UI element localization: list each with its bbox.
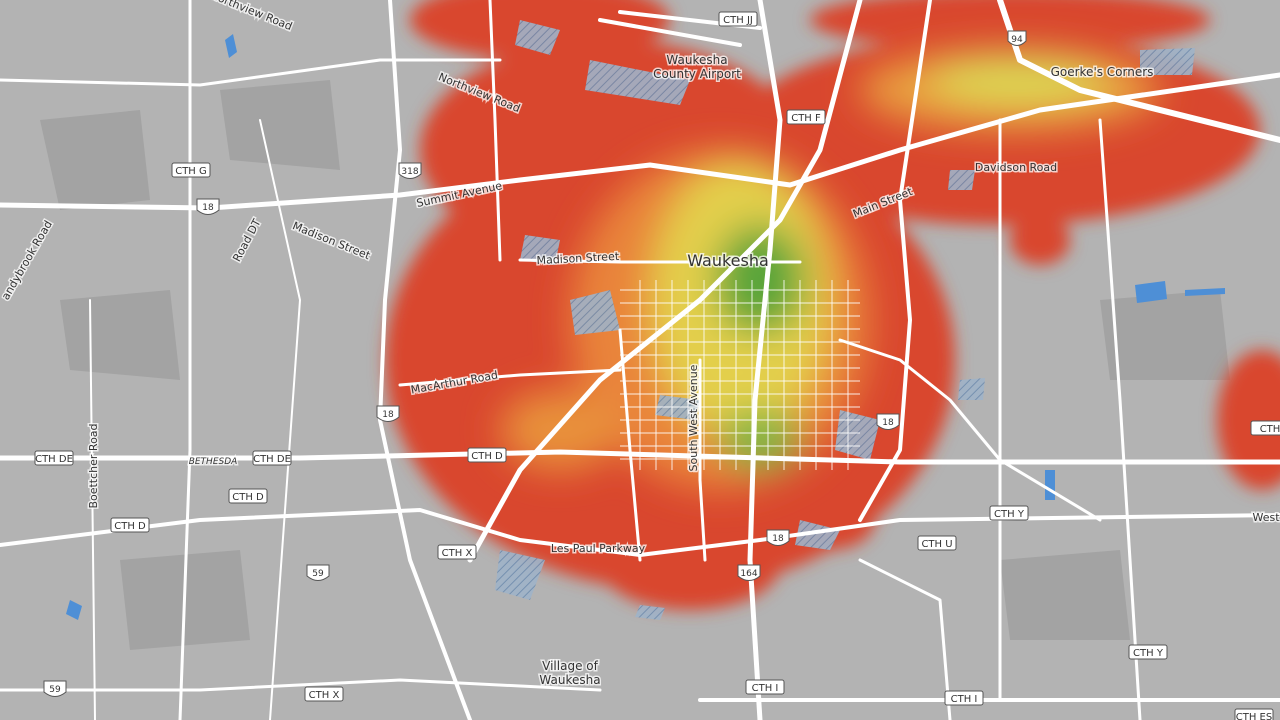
county-shield-label: CTH — [1260, 424, 1280, 435]
road — [618, 328, 642, 562]
route-shield — [196, 198, 220, 215]
county-shield-label: CTH ES — [1236, 712, 1272, 720]
route-shield-label: 59 — [312, 569, 324, 579]
road — [0, 508, 1280, 557]
county-shield — [1234, 708, 1274, 720]
route-shield-label: 18 — [772, 534, 784, 544]
route-shield-label: 164 — [740, 569, 757, 579]
county-shield-label: CTH D — [471, 451, 503, 462]
road-name: Davidson Road — [975, 161, 1057, 174]
road — [858, 558, 952, 720]
route-shield-label: 318 — [401, 167, 418, 177]
county-shield — [467, 447, 507, 463]
county-shield — [989, 505, 1029, 521]
route-shield — [876, 413, 900, 430]
heatmap — [385, 0, 1280, 620]
road — [838, 338, 1102, 522]
county-shield-label: CTH I — [752, 683, 779, 694]
road-name: Madison Street — [536, 250, 620, 267]
route-shield — [376, 405, 400, 422]
road-name: Les Paul Parkway — [551, 542, 646, 555]
road — [378, 0, 472, 720]
county-shield — [34, 450, 74, 466]
road — [259, 119, 301, 720]
county-shield — [745, 679, 785, 695]
road-name: Boettcher Road — [87, 423, 100, 508]
county-shield — [786, 109, 826, 125]
interstate-shield-label: 94 — [1011, 35, 1023, 45]
county-shield-label: CTH X — [309, 690, 340, 701]
route-shield — [766, 529, 790, 546]
county-shield-label: CTH D — [114, 521, 146, 532]
route-shield-label: 18 — [382, 410, 394, 420]
road-name: BETHESDA — [189, 457, 238, 467]
place-label: Goerke's Corners — [1051, 65, 1154, 79]
county-shield — [228, 488, 268, 504]
road — [1098, 118, 1142, 720]
village-label: Village of — [542, 659, 598, 673]
county-shield-label: CTH G — [175, 166, 207, 177]
road — [488, 0, 502, 262]
county-shield-label: CTH D — [232, 492, 264, 503]
road — [89, 299, 96, 720]
road — [997, 0, 1280, 143]
route-shield-label: 18 — [202, 203, 214, 213]
county-shield — [110, 517, 150, 533]
road — [698, 358, 707, 562]
county-shield-label: CTH DE — [253, 454, 291, 465]
road — [398, 368, 622, 387]
county-shield-label: CTH Y — [1133, 648, 1164, 659]
airport-label: Waukesha — [666, 53, 727, 67]
road — [747, 0, 783, 720]
county-shield — [252, 450, 292, 466]
county-shield-label: CTH Y — [994, 509, 1025, 520]
city-label: Waukesha — [687, 251, 769, 270]
route-shield-label: 18 — [882, 418, 894, 428]
land-features — [40, 34, 1230, 650]
airport-label: County Airport — [653, 67, 741, 81]
county-shield-label: CTH I — [951, 694, 978, 705]
county-shield — [1128, 644, 1168, 660]
county-shield — [304, 686, 344, 702]
road — [467, 0, 863, 563]
road — [0, 678, 602, 692]
road-name: West — [1252, 511, 1280, 524]
county-shield-label: CTH JJ — [723, 15, 753, 26]
county-shield-label: CTH X — [442, 548, 473, 559]
county-shield — [1250, 420, 1280, 436]
county-shield — [944, 690, 984, 706]
road — [0, 449, 1280, 465]
county-shield — [171, 162, 211, 178]
village-label: Waukesha — [539, 673, 600, 687]
road — [0, 58, 502, 87]
road — [178, 0, 192, 720]
road-name: South West Avenue — [687, 364, 700, 471]
route-shield — [306, 564, 330, 581]
route-shield — [43, 680, 67, 697]
county-shield-label: CTH DE — [35, 454, 73, 465]
route-shield — [737, 564, 761, 581]
road — [858, 0, 932, 522]
interstate-shield — [1007, 30, 1027, 46]
county-shield-label: CTH U — [921, 539, 952, 550]
route-shield-label: 59 — [49, 685, 61, 695]
county-shield — [917, 535, 957, 551]
route-shield — [398, 162, 422, 179]
road — [518, 258, 802, 264]
county-shield-label: CTH F — [791, 113, 821, 124]
county-shield — [718, 11, 758, 27]
road — [0, 72, 1280, 211]
county-shield — [437, 544, 477, 560]
